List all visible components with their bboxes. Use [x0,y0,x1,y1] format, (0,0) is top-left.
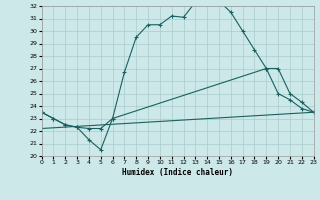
X-axis label: Humidex (Indice chaleur): Humidex (Indice chaleur) [122,168,233,177]
